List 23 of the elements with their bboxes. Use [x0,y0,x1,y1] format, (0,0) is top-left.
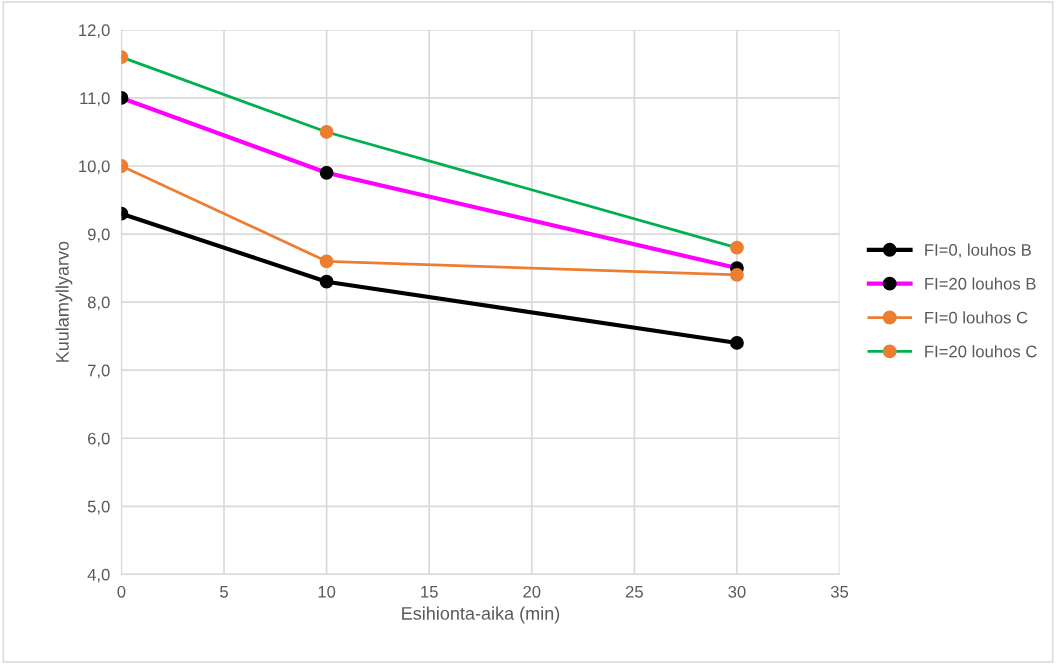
y-tick-label: 8,0 [87,296,110,311]
y-tick-label: 10,0 [79,160,110,175]
legend-label: FI=0, louhos B [925,243,1031,258]
y-axis-title: Kuulamyllyarvo [55,241,73,362]
y-tick-label: 9,0 [87,228,110,243]
x-tick-label: 20 [523,585,541,598]
y-tick-label: 6,0 [88,432,110,447]
legend-label: FI=0 louhos C [925,311,1028,324]
y-tick-label: 12,0 [79,24,110,39]
y-tick-label: 5,0 [87,500,110,515]
y-tick-label: 4,0 [87,568,110,583]
x-tick-label: 5 [220,586,228,598]
x-tick-label: 15 [421,586,438,598]
x-tick-label: 35 [830,585,849,598]
legend-label: FI=20 louhos C [925,345,1037,358]
legend-label: FI=20 louhos B [925,277,1036,290]
x-tick-label: 10 [318,585,336,598]
x-tick-label: 25 [625,585,643,598]
y-tick-label: 11,0 [80,92,110,107]
y-tick-label: 7,0 [88,364,110,379]
x-axis-title: Esihionta-aika (min) [402,606,560,624]
x-tick-label: 30 [728,585,746,598]
x-tick-label: 0 [117,585,126,598]
